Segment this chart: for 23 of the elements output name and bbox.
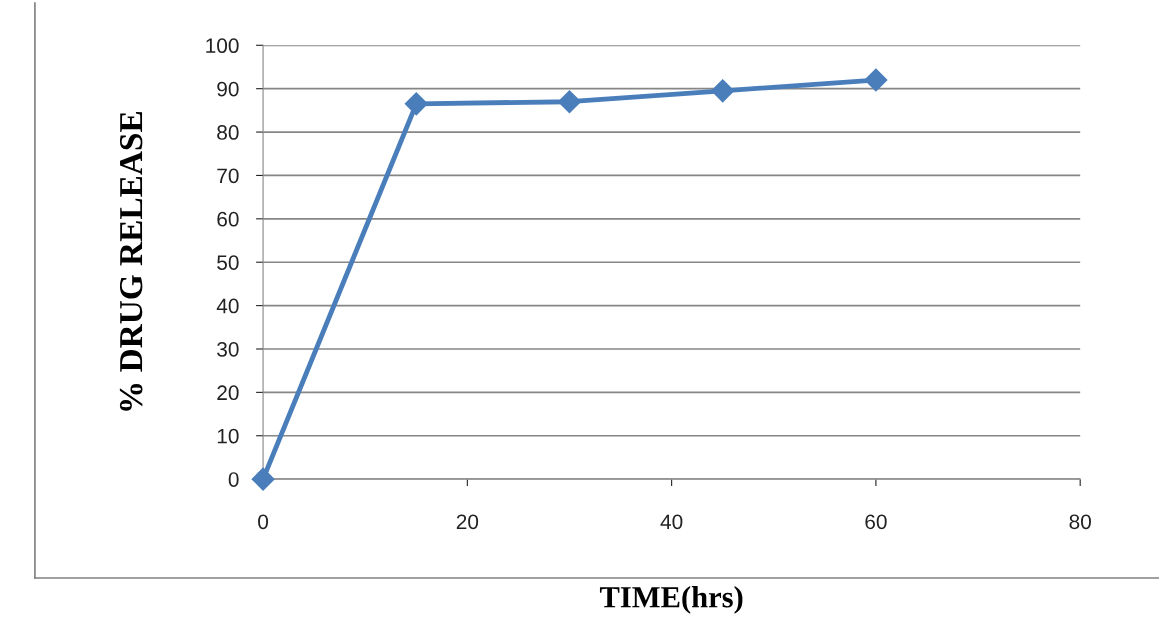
y-tick-label: 30 xyxy=(217,341,239,357)
y-tick-label: 40 xyxy=(216,298,239,314)
y-tick-label: 100 xyxy=(206,38,239,54)
point xyxy=(864,68,888,92)
point xyxy=(251,467,275,491)
y-axis-title: % DRUG RELEASE xyxy=(119,112,143,411)
x-tick-label: 80 xyxy=(1069,514,1091,530)
y-tick-label: 90 xyxy=(217,81,239,97)
point xyxy=(404,92,428,116)
y-tick-label: 60 xyxy=(217,211,239,227)
y-tick-label: 10 xyxy=(217,428,239,444)
x-axis-title: TIME(hrs) xyxy=(599,586,743,614)
y-tick-label: 0 xyxy=(228,472,239,487)
point xyxy=(557,90,581,114)
y-tick-label: 20 xyxy=(217,385,239,401)
x-tick-label: 40 xyxy=(660,514,683,530)
y-tick-label: 70 xyxy=(217,168,239,184)
x-tick-label: 60 xyxy=(865,514,887,530)
y-tick-label: 80 xyxy=(217,125,239,140)
x-tick-label: 0 xyxy=(258,514,269,530)
y-tick-label: 50 xyxy=(217,255,239,270)
x-tick-label: 20 xyxy=(456,514,479,530)
point xyxy=(711,79,735,103)
